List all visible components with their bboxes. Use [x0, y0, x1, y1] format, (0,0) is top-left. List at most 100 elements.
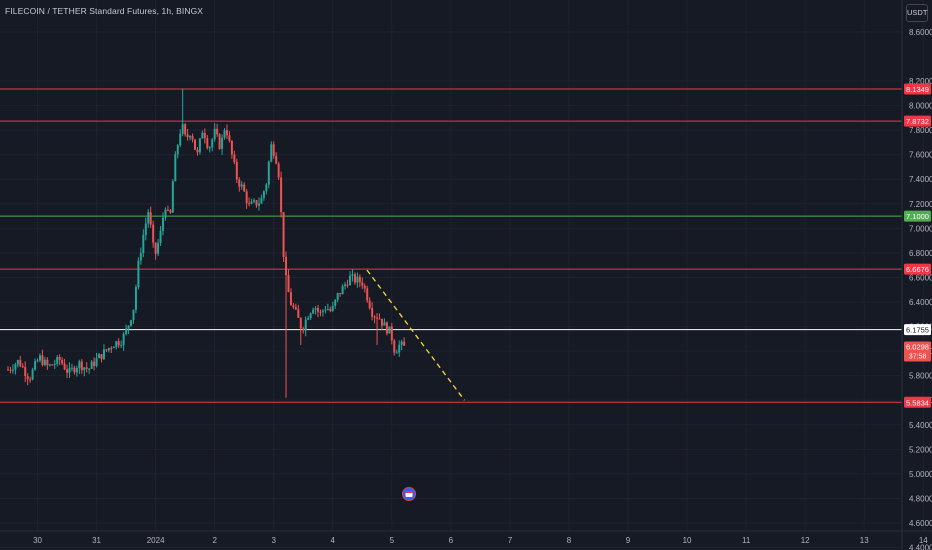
candle-body [383, 322, 386, 326]
level-badge-bg [904, 396, 931, 408]
candle-body [164, 209, 167, 218]
candle-body [348, 275, 351, 286]
candle-body [107, 347, 110, 351]
candle-body [299, 317, 302, 329]
candle-body [137, 260, 140, 287]
level-badge: 6.1755 [906, 326, 929, 335]
candle-body [344, 284, 347, 287]
candle-body [61, 359, 64, 364]
time-axis[interactable]: 30 31 2024 2 3 4 5 6 7 8 9 10 11 12 13 14 [33, 536, 928, 545]
candle-body [380, 318, 383, 326]
candle-body [201, 132, 204, 139]
candle-body [9, 369, 12, 371]
candle-body [80, 361, 83, 371]
price-tick-label: 6.4000 [909, 298, 932, 307]
candle-body [90, 361, 93, 369]
candle-body [346, 284, 349, 286]
candle-body [353, 274, 356, 283]
candle-body [171, 181, 174, 213]
candle-body [117, 341, 120, 346]
last-price-label: 6.0298 [906, 342, 929, 351]
candle-body [186, 134, 189, 138]
trendline[interactable] [366, 269, 465, 401]
price-tick-label: 5.2000 [909, 445, 932, 454]
candle-body [63, 363, 66, 370]
candle-body [371, 308, 374, 317]
candle-body [282, 212, 285, 257]
candle-body [174, 154, 177, 182]
title-separator: , [156, 6, 162, 16]
currency-button[interactable]: USDT [906, 4, 928, 22]
candle-body [216, 128, 219, 135]
candle-body [102, 349, 105, 360]
candle-body [203, 132, 206, 139]
time-tick-label: 31 [92, 536, 101, 545]
candle-body [257, 203, 260, 206]
candle-body [127, 325, 130, 329]
candle-body [125, 328, 128, 334]
candle-body [7, 369, 9, 371]
symbol-title[interactable]: FILECOIN / TETHER Standard Futures, 1h, … [5, 6, 203, 16]
candle-body [356, 276, 359, 283]
candle-body [265, 184, 268, 192]
candle-body [43, 359, 46, 365]
candle-body [221, 137, 224, 149]
candle-body [341, 286, 344, 295]
calendar-event-icon[interactable] [402, 487, 416, 501]
price-tick-label: 7.4000 [909, 175, 932, 184]
candle-body [287, 275, 290, 293]
candle-body [95, 358, 98, 367]
candle-body [24, 367, 27, 377]
candle-body [272, 144, 275, 156]
time-tick-label: 12 [801, 536, 810, 545]
candle-body [105, 349, 108, 351]
price-tick-label: 4.8000 [909, 494, 932, 503]
trendline-segment[interactable] [366, 269, 465, 401]
time-tick-label: 30 [33, 536, 42, 545]
symbol-name: FILECOIN / TETHER Standard Futures [5, 6, 157, 16]
candle-body [314, 308, 317, 310]
price-tick-label: 8.6000 [909, 28, 932, 37]
candle-body [73, 367, 76, 373]
candle-body [115, 341, 118, 348]
candle-body [14, 364, 17, 370]
time-tick-label: 13 [860, 536, 869, 545]
exchange-label: BINGX [176, 6, 204, 16]
price-tick-label: 7.0000 [909, 224, 932, 233]
candle-body [285, 256, 288, 276]
candle-body [139, 252, 142, 261]
time-tick-label: 11 [742, 536, 751, 545]
candle-body [262, 191, 265, 198]
candle-body [366, 288, 369, 301]
price-tick-label: 8.2000 [909, 77, 932, 86]
candle-body [267, 161, 270, 185]
candle-body [351, 274, 354, 276]
time-tick-label: 10 [683, 536, 692, 545]
candle-body [388, 326, 391, 334]
candle-body [260, 197, 263, 204]
time-tick-label: 5 [390, 536, 395, 545]
candle-body [46, 359, 49, 366]
level-badge-bg [904, 324, 931, 336]
candle-body [110, 347, 113, 349]
candle-body [339, 293, 342, 295]
bar-countdown-label: 37:58 [909, 353, 927, 360]
candle-body [336, 293, 339, 300]
candle-body [36, 360, 39, 362]
candle-body [85, 367, 88, 369]
candle-body [250, 201, 253, 204]
candle-body [400, 341, 403, 345]
candle-body [361, 282, 364, 286]
candle-body [179, 133, 182, 146]
candle-body [225, 130, 228, 136]
interval-label: 1h [161, 6, 172, 16]
candle-body [38, 355, 41, 361]
price-tick-label: 5.4000 [909, 421, 932, 430]
time-tick-label: 2 [212, 536, 217, 545]
level-badge-bg [904, 115, 931, 127]
candle-body [228, 135, 231, 141]
candle-body [398, 344, 401, 353]
candle-body [34, 361, 37, 370]
